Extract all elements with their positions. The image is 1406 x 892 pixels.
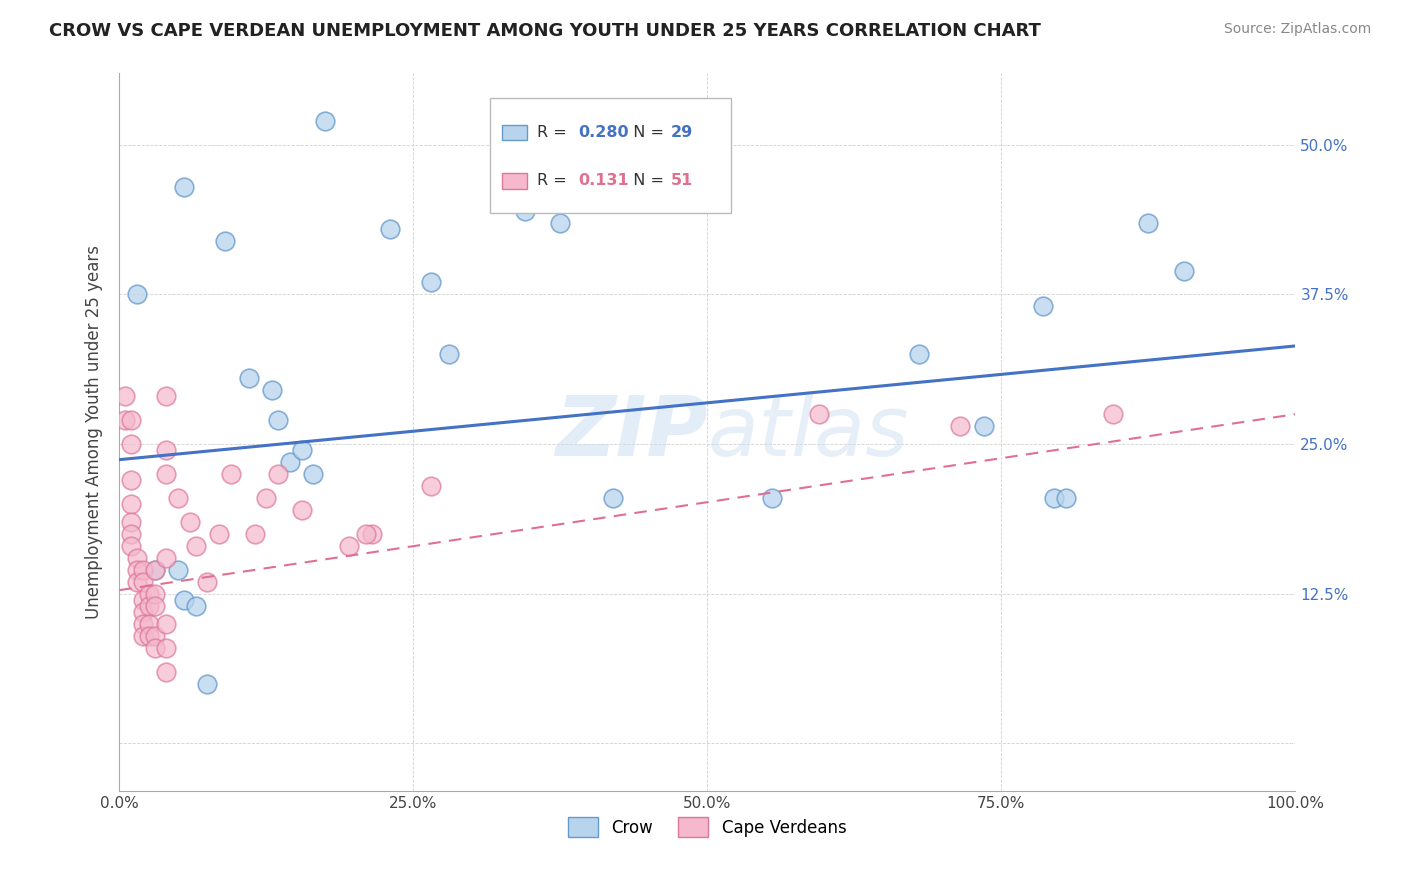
Point	[120, 437, 142, 451]
FancyBboxPatch shape	[489, 98, 731, 213]
Point	[290, 503, 312, 517]
Point	[808, 407, 831, 421]
Point	[143, 563, 166, 577]
Point	[138, 616, 160, 631]
Point	[143, 629, 166, 643]
Text: Source: ZipAtlas.com: Source: ZipAtlas.com	[1223, 22, 1371, 37]
Point	[155, 443, 177, 458]
Point	[155, 640, 177, 655]
Point	[120, 515, 142, 529]
Point	[138, 629, 160, 643]
Point	[125, 574, 148, 589]
Text: R =: R =	[537, 173, 572, 188]
Point	[197, 574, 219, 589]
Point	[267, 413, 290, 427]
Text: N =: N =	[623, 173, 669, 188]
Point	[1032, 300, 1054, 314]
Point	[420, 276, 443, 290]
Point	[214, 234, 236, 248]
Point	[1043, 491, 1066, 505]
FancyBboxPatch shape	[502, 173, 527, 188]
Point	[302, 467, 325, 481]
Point	[254, 491, 277, 505]
Text: N =: N =	[623, 125, 669, 140]
Point	[973, 419, 995, 434]
Text: 51: 51	[671, 173, 693, 188]
Text: CROW VS CAPE VERDEAN UNEMPLOYMENT AMONG YOUTH UNDER 25 YEARS CORRELATION CHART: CROW VS CAPE VERDEAN UNEMPLOYMENT AMONG …	[49, 22, 1040, 40]
Point	[278, 455, 301, 469]
Text: 0.280: 0.280	[578, 125, 628, 140]
Point	[290, 443, 312, 458]
Point	[238, 371, 260, 385]
Point	[1173, 263, 1195, 277]
Point	[1137, 216, 1160, 230]
Point	[120, 413, 142, 427]
Point	[114, 389, 136, 403]
Point	[120, 497, 142, 511]
Point	[513, 203, 536, 218]
Point	[262, 383, 284, 397]
Point	[143, 599, 166, 613]
Point	[208, 527, 231, 541]
Point	[550, 216, 572, 230]
Text: 29: 29	[671, 125, 693, 140]
Point	[114, 413, 136, 427]
Point	[1102, 407, 1125, 421]
Y-axis label: Unemployment Among Youth under 25 years: Unemployment Among Youth under 25 years	[86, 245, 103, 619]
Point	[120, 539, 142, 553]
Point	[420, 479, 443, 493]
FancyBboxPatch shape	[502, 125, 527, 141]
Point	[155, 467, 177, 481]
Point	[378, 221, 401, 235]
Point	[132, 592, 155, 607]
Point	[132, 616, 155, 631]
Point	[337, 539, 360, 553]
Text: atlas: atlas	[707, 392, 910, 473]
Point	[143, 640, 166, 655]
Point	[155, 616, 177, 631]
Point	[132, 605, 155, 619]
Point	[138, 587, 160, 601]
Point	[125, 550, 148, 565]
Point	[1054, 491, 1077, 505]
Text: ZIP: ZIP	[555, 392, 707, 473]
Point	[219, 467, 242, 481]
Point	[132, 629, 155, 643]
Point	[138, 599, 160, 613]
Point	[132, 563, 155, 577]
Point	[949, 419, 972, 434]
Point	[197, 676, 219, 690]
Point	[132, 574, 155, 589]
Point	[167, 491, 190, 505]
Point	[314, 114, 336, 128]
Point	[243, 527, 266, 541]
Point	[184, 539, 207, 553]
Point	[143, 587, 166, 601]
Point	[143, 563, 166, 577]
Point	[179, 515, 201, 529]
Point	[173, 179, 195, 194]
Point	[155, 550, 177, 565]
Point	[602, 491, 624, 505]
Text: 0.131: 0.131	[578, 173, 628, 188]
Point	[361, 527, 384, 541]
Point	[120, 527, 142, 541]
Point	[437, 347, 460, 361]
Text: R =: R =	[537, 125, 572, 140]
Point	[908, 347, 931, 361]
Point	[125, 563, 148, 577]
Legend: Crow, Cape Verdeans: Crow, Cape Verdeans	[561, 810, 853, 844]
Point	[173, 592, 195, 607]
Point	[120, 473, 142, 487]
Point	[155, 389, 177, 403]
Point	[125, 287, 148, 301]
Point	[761, 491, 783, 505]
Point	[184, 599, 207, 613]
Point	[167, 563, 190, 577]
Point	[356, 527, 378, 541]
Point	[267, 467, 290, 481]
Point	[155, 665, 177, 679]
